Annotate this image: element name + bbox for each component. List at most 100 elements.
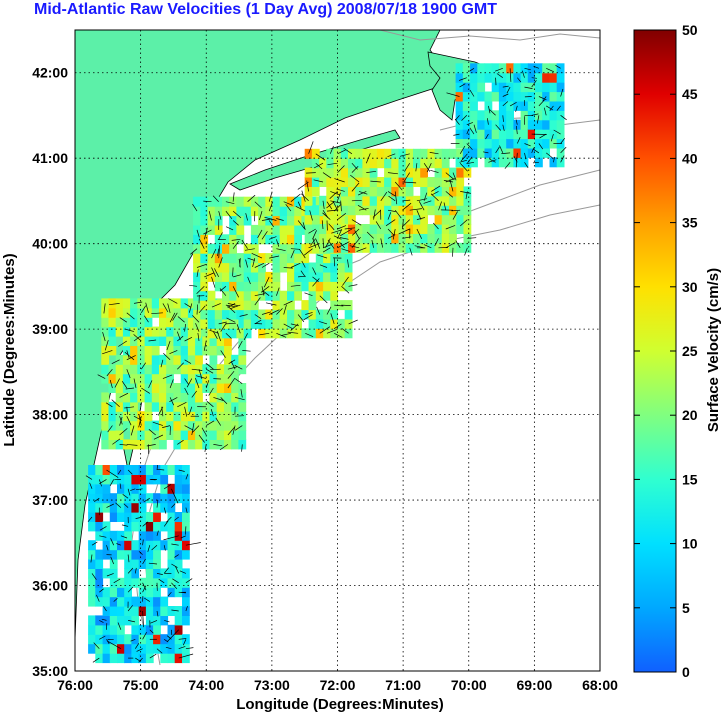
velocity-cell [173,401,182,412]
velocity-arrow [204,444,207,452]
velocity-cell [287,215,295,226]
velocity-arrow [185,647,194,650]
x-tick-label: 69:00 [516,677,552,693]
velocity-cell [513,82,522,93]
velocity-arrow [124,351,135,361]
velocity-cell [272,318,281,329]
velocity-arrow [452,211,458,220]
velocity-cell [427,205,436,216]
velocity-arrow [339,237,349,240]
velocity-cell [340,167,349,178]
velocity-cell [304,167,313,178]
velocity-arrow [113,598,118,602]
velocity-cell [109,606,118,616]
velocity-arrow [318,321,328,325]
velocity-arrow [97,374,106,379]
velocity-arrow [329,145,334,154]
velocity-cell [207,318,216,329]
velocity-cell [108,411,117,422]
velocity-arrow [218,245,221,259]
velocity-cell [337,262,346,273]
velocity-arrow [167,629,179,642]
velocity-cell [462,82,471,93]
velocity-cell [88,493,96,504]
velocity-cell [355,158,363,169]
velocity-arrow [553,156,555,163]
velocity-cell [301,300,310,311]
velocity-arrow [123,503,129,508]
velocity-arrow [127,605,133,612]
velocity-cell [174,474,183,485]
velocity-cell [144,373,153,384]
velocity-cell [180,345,189,356]
velocity-arrow [502,124,505,132]
velocity-arrow [322,238,324,249]
velocity-cell [195,392,203,403]
velocity-arrow [322,172,332,179]
velocity-arrow [329,191,338,200]
velocity-arrow [142,539,144,546]
velocity-cell [101,317,110,328]
velocity-cell [138,624,147,635]
velocity-cell [115,326,124,337]
velocity-arrow [302,222,306,230]
velocity-cell [137,354,146,365]
velocity-cell [101,354,110,365]
velocity-arrow [178,653,194,659]
velocity-arrow [416,198,428,202]
y-axis-label: Latitude (Degrees:Minutes) [1,253,18,446]
velocity-cell [279,196,288,207]
velocity-arrow [341,248,351,252]
velocity-cell [131,465,140,475]
velocity-cell [214,271,223,282]
velocity-cell [137,392,146,403]
velocity-cell [117,587,125,598]
velocity-arrow [243,333,248,341]
velocity-cell [258,328,266,339]
velocity-cell [513,100,522,111]
velocity-cell [279,318,288,329]
velocity-cell [216,345,225,356]
velocity-arrow [325,238,331,248]
velocity-cell [187,364,196,375]
velocity-cell [391,186,400,197]
velocity-arrow [290,249,295,259]
velocity-arrow [531,113,539,116]
velocity-cell [391,205,400,216]
velocity-arrow [219,288,227,296]
velocity-cell [330,328,339,339]
velocity-arrow [509,68,512,82]
velocity-cell [294,234,302,245]
velocity-arrow [550,133,554,142]
velocity-cell [117,549,125,560]
velocity-arrow [127,488,131,496]
velocity-arrow [415,163,418,172]
velocity-arrow [177,316,185,323]
velocity-cell [102,568,111,579]
velocity-cell [182,634,190,645]
velocity-cell [330,290,339,301]
velocity-arrow [177,401,187,408]
velocity-arrow [89,482,93,489]
velocity-arrow [332,200,338,211]
velocity-cell [95,624,104,635]
velocity-arrow [225,201,235,205]
velocity-arrow [308,141,314,154]
velocity-arrow [340,200,342,212]
velocity-cell [151,354,160,365]
velocity-cell [102,493,111,504]
velocity-cell [527,138,536,149]
velocity-cell [243,206,252,217]
velocity-arrow [213,397,224,401]
velocity-arrow [351,162,358,170]
velocity-cell [138,502,147,513]
velocity-cell [491,91,500,102]
velocity-arrow [387,191,396,197]
velocity-cell [180,439,189,450]
velocity-cell [160,653,169,664]
velocity-cell [427,148,436,159]
velocity-arrow [466,122,474,126]
velocity-cell [200,271,209,282]
velocity-arrow [416,228,423,239]
velocity-arrow [150,620,158,624]
